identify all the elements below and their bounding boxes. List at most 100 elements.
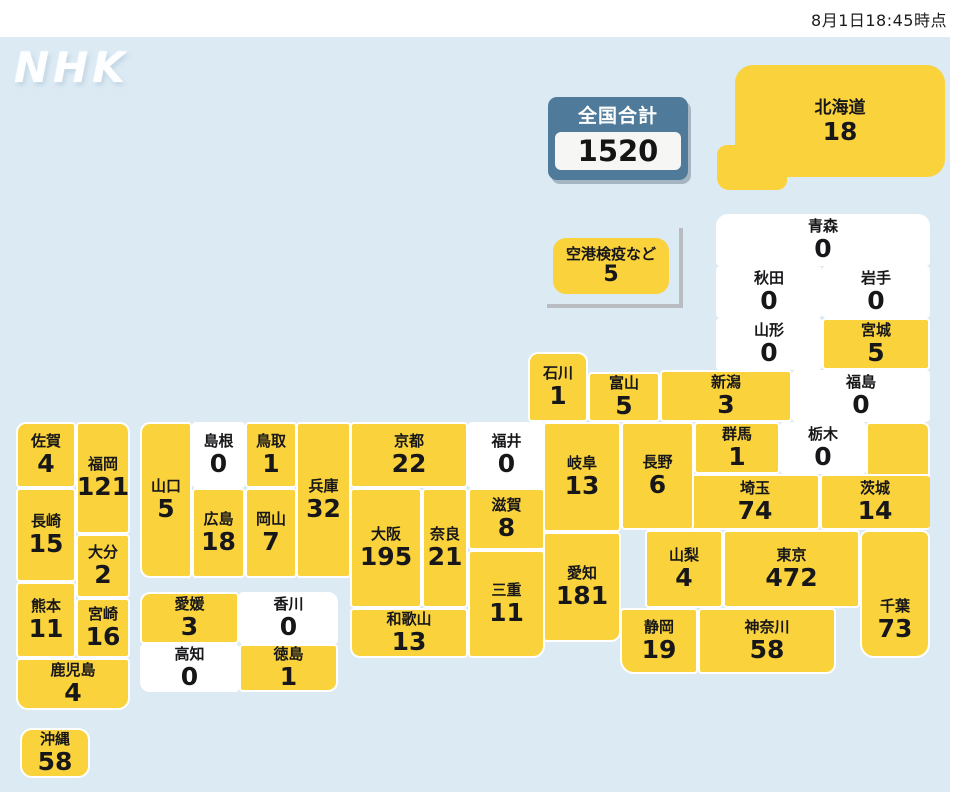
- pref-nagano-value: 6: [648, 470, 667, 499]
- hokkaido-peninsula-shape: [717, 145, 787, 190]
- pref-tokyo: 東京 472: [723, 530, 860, 608]
- pref-saga-name: 佐賀: [30, 432, 61, 450]
- pref-kyoto-name: 京都: [393, 432, 424, 450]
- pref-fukui-name: 福井: [491, 432, 522, 450]
- pref-toyama-name: 富山: [608, 374, 639, 392]
- pref-yamaguchi: 山口 5: [140, 422, 192, 578]
- national-total-label: 全国合計: [577, 105, 658, 127]
- pref-iwate-name: 岩手: [860, 269, 891, 287]
- pref-aichi-value: 181: [555, 581, 609, 610]
- pref-kanagawa-name: 神奈川: [744, 618, 790, 636]
- pref-oita-name: 大分: [87, 543, 118, 561]
- pref-okayama-value: 7: [262, 527, 280, 556]
- pref-osaka-name: 大阪: [370, 525, 401, 543]
- pref-chiba-value: 73: [877, 614, 913, 643]
- pref-oita-value: 2: [94, 560, 112, 589]
- pref-nara-name: 奈良: [429, 525, 460, 543]
- pref-gunma: 群馬 1: [694, 422, 780, 474]
- airport-quarantine-label: 空港検疫など: [565, 245, 656, 263]
- pref-chiba: 千葉 73: [860, 530, 930, 658]
- pref-yamaguchi-value: 5: [157, 494, 175, 523]
- national-total-value-box: 1520: [555, 132, 681, 170]
- pref-nara-value: 21: [427, 542, 463, 571]
- pref-kanagawa: 神奈川 58: [698, 608, 836, 674]
- pref-nagasaki-value: 15: [28, 529, 64, 558]
- pref-toyama: 富山 5: [588, 372, 660, 422]
- pref-fukushima: 福島 0: [792, 370, 930, 422]
- pref-ehime-value: 3: [180, 612, 199, 641]
- pref-aomori: 青森 0: [716, 214, 930, 266]
- pref-fukushima-name: 福島: [845, 373, 876, 391]
- pref-nara: 奈良 21: [422, 488, 468, 608]
- pref-yamanashi-name: 山梨: [668, 546, 699, 564]
- pref-kumamoto-value: 11: [28, 614, 64, 643]
- pref-yamagata: 山形 0: [716, 318, 822, 370]
- pref-tottori-name: 鳥取: [255, 432, 286, 450]
- pref-wakayama-name: 和歌山: [386, 610, 432, 628]
- pref-mie-value: 11: [489, 598, 524, 627]
- ibaraki-main-shape: [820, 474, 930, 530]
- pref-hiroshima: 広島 18: [192, 488, 245, 578]
- pref-miyagi-value: 5: [867, 338, 885, 367]
- pref-tochigi-name: 栃木: [807, 425, 838, 443]
- pref-miyazaki-name: 宮崎: [87, 605, 118, 623]
- pref-fukushima-value: 0: [852, 390, 870, 419]
- pref-yamagata-value: 0: [760, 338, 778, 367]
- pref-hokkaido-value: 18: [822, 116, 858, 146]
- pref-tottori: 鳥取 1: [245, 422, 297, 488]
- pref-okayama-name: 岡山: [255, 510, 286, 528]
- pref-tokyo-name: 東京: [776, 546, 807, 564]
- pref-wakayama: 和歌山 13: [350, 608, 468, 658]
- pref-hyogo-value: 32: [306, 494, 341, 523]
- pref-hiroshima-value: 18: [201, 527, 236, 556]
- pref-kochi-value: 0: [180, 662, 199, 691]
- pref-miyazaki: 宮崎 16: [76, 598, 130, 658]
- airport-box-shadow-horizontal: [547, 304, 683, 308]
- pref-gunma-name: 群馬: [721, 425, 752, 443]
- pref-saitama: 埼玉 74: [690, 474, 820, 530]
- pref-tottori-value: 1: [262, 449, 280, 478]
- pref-kochi-name: 高知: [174, 645, 205, 663]
- pref-ishikawa-value: 1: [549, 381, 567, 410]
- pref-osaka-value: 195: [359, 542, 413, 571]
- pref-nagasaki: 長崎 15: [16, 488, 76, 582]
- airport-quarantine-box: 空港検疫など 5: [553, 238, 669, 294]
- pref-shizuoka-value: 19: [641, 635, 677, 664]
- pref-ishikawa-name: 石川: [542, 364, 573, 382]
- pref-ehime-name: 愛媛: [174, 595, 205, 613]
- pref-kagawa-value: 0: [279, 612, 298, 641]
- pref-yamaguchi-name: 山口: [150, 477, 181, 495]
- timestamp-text: 8月1日18:45時点: [811, 11, 947, 30]
- pref-fukui-value: 0: [497, 449, 516, 478]
- pref-miyagi: 宮城 5: [822, 318, 930, 370]
- airport-quarantine-value: 5: [603, 262, 619, 287]
- pref-aichi: 愛知 181: [543, 532, 621, 642]
- pref-mie-name: 三重: [491, 581, 522, 599]
- pref-tokushima-value: 1: [279, 662, 298, 691]
- ibaraki-label: 茨城 14: [820, 474, 930, 530]
- pref-okayama: 岡山 7: [245, 488, 297, 578]
- pref-ibaraki-name: 茨城: [859, 479, 890, 497]
- pref-shizuoka: 静岡 19: [620, 608, 698, 674]
- pref-iwate-value: 0: [867, 286, 885, 315]
- national-total-box: 全国合計 1520: [548, 97, 688, 180]
- pref-miyagi-name: 宮城: [860, 321, 891, 339]
- pref-tokyo-value: 472: [765, 563, 818, 592]
- nhk-logo: NHK: [14, 43, 129, 92]
- pref-shiga-name: 滋賀: [491, 496, 522, 514]
- ibaraki-north-shape: [866, 422, 930, 478]
- pref-shimane: 島根 0: [192, 422, 245, 488]
- pref-kagawa-name: 香川: [273, 595, 304, 613]
- pref-akita-value: 0: [760, 286, 778, 315]
- hokkaido-label: 北海道 18: [735, 65, 945, 177]
- pref-hokkaido: 北海道 18: [717, 65, 945, 190]
- pref-oita: 大分 2: [76, 534, 130, 598]
- pref-akita: 秋田 0: [716, 266, 822, 318]
- pref-nagasaki-name: 長崎: [30, 512, 61, 530]
- pref-ibaraki: 茨城 14: [820, 422, 930, 530]
- pref-saga-value: 4: [37, 449, 55, 478]
- pref-shizuoka-name: 静岡: [643, 618, 674, 636]
- pref-wakayama-value: 13: [391, 627, 427, 656]
- pref-fukuoka-name: 福岡: [87, 455, 118, 473]
